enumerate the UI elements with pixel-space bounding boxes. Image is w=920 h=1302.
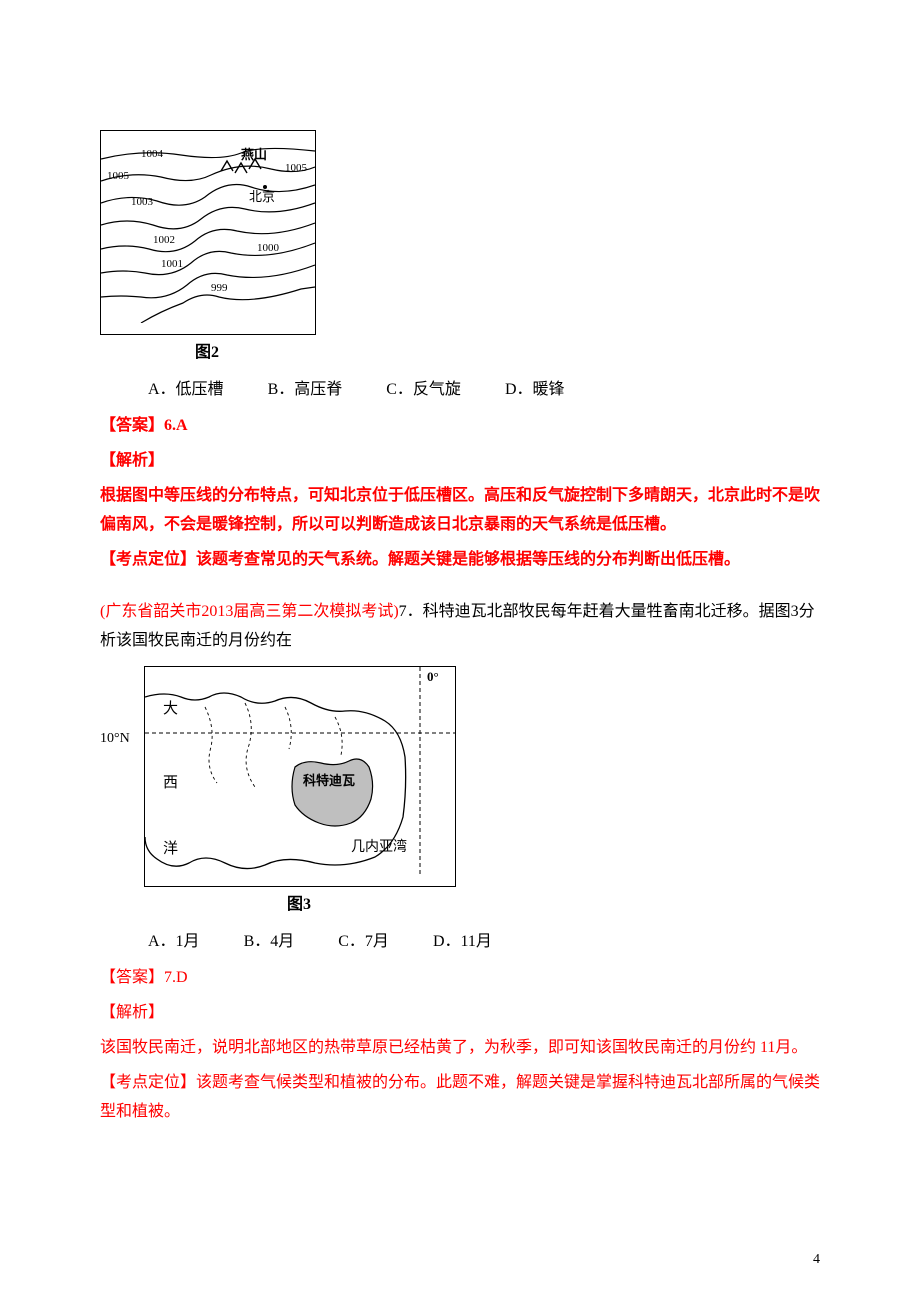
contour-label: 1004: [141, 148, 164, 160]
q6-explain-label: 【解析】: [100, 447, 820, 476]
label-xi: 西: [163, 775, 178, 791]
q6-kaodian: 【考点定位】该题考查常见的天气系统。解题关键是能够根据等压线的分布判断出低压槽。: [100, 546, 820, 575]
q6-explain-body: 根据图中等压线的分布特点，可知北京位于低压槽区。高压和反气旋控制下多晴朗天，北京…: [100, 482, 820, 540]
q6-option-b: B．高压脊: [268, 381, 343, 398]
q7-option-d: D．11月: [433, 933, 492, 950]
page-number: 4: [813, 1247, 820, 1272]
figure3-box: 0° 大 西 洋 科特迪瓦 几内亚湾: [144, 666, 456, 887]
figure3-container: 10°N 0° 大 西 洋 科特迪瓦 几内亚湾: [144, 666, 820, 920]
figure3-svg: 0° 大 西 洋 科特迪瓦 几内亚湾: [145, 667, 455, 875]
figure3-caption: 图3: [144, 891, 454, 920]
q7-question: (广东省韶关市2013届高三第二次模拟考试)7．科特迪瓦北部牧民每年赶着大量牲畜…: [100, 598, 820, 656]
q7-explain-label: 【解析】: [100, 999, 820, 1028]
figure2-svg: 1004 1005 1005 1003 1002 1001 1000 999 燕…: [101, 131, 315, 323]
label-ketediwa: 科特迪瓦: [303, 773, 355, 788]
q6-option-c: C．反气旋: [386, 381, 461, 398]
q7-answer: 【答案】7.D: [100, 964, 820, 993]
figure3-lat-top: 0°: [427, 669, 439, 684]
q7-option-c: C．7月: [338, 933, 389, 950]
contour-label: 999: [211, 282, 228, 294]
contour-label: 1002: [153, 234, 175, 246]
q7-option-a: A．1月: [148, 933, 200, 950]
contour-label: 1003: [131, 196, 154, 208]
contour-label: 1005: [107, 170, 130, 182]
label-yang: 洋: [163, 840, 178, 857]
q6-option-a: A．低压槽: [148, 381, 224, 398]
contour-label: 1000: [257, 242, 280, 254]
label-jineiyawan: 几内亚湾: [351, 838, 407, 855]
place-label-yanshan: 燕山: [241, 147, 267, 162]
q6-answer: 【答案】6.A: [100, 412, 820, 441]
figure3-lat-left: 10°N: [100, 726, 130, 751]
contour-label: 1005: [285, 162, 308, 174]
q7-kaodian: 【考点定位】该题考查气候类型和植被的分布。此题不难，解题关键是掌握科特迪瓦北部所…: [100, 1069, 820, 1127]
q6-option-d: D．暖锋: [505, 381, 565, 398]
figure2-container: 1004 1005 1005 1003 1002 1001 1000 999 燕…: [100, 130, 820, 368]
label-da: 大: [163, 700, 178, 717]
place-label-beijing: 北京: [249, 189, 275, 204]
q7-source: (广东省韶关市2013届高三第二次模拟考试): [100, 603, 399, 620]
q6-options-row: A．低压槽 B．高压脊 C．反气旋 D．暖锋: [100, 376, 820, 405]
q7-option-b: B．4月: [244, 933, 295, 950]
q7-options-row: A．1月 B．4月 C．7月 D．11月: [100, 928, 820, 957]
q7-explain-body: 该国牧民南迁，说明北部地区的热带草原已经枯黄了，为秋季，即可知该国牧民南迁的月份…: [100, 1034, 820, 1063]
figure2-box: 1004 1005 1005 1003 1002 1001 1000 999 燕…: [100, 130, 316, 335]
contour-label: 1001: [161, 258, 183, 270]
figure2-caption: 图2: [100, 339, 314, 368]
